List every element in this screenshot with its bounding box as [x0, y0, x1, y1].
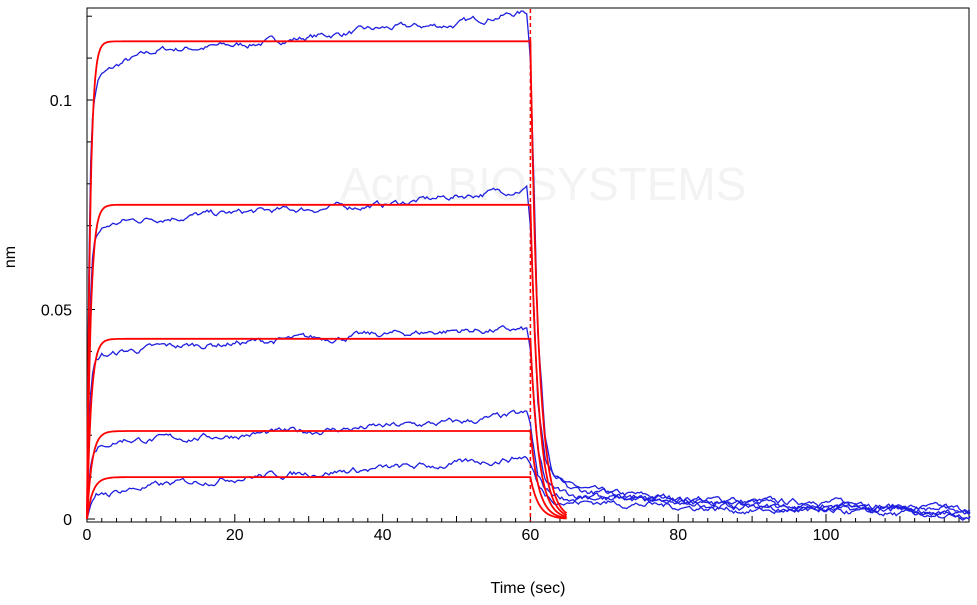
fit-series-line: [86, 203, 568, 520]
x-tick-label: 60: [522, 527, 540, 544]
x-tick-label: 0: [83, 527, 92, 544]
data-series-line: [86, 409, 971, 520]
y-tick-label: 0.05: [41, 303, 72, 320]
plot-area: [86, 7, 970, 523]
y-tick-label: 0.1: [50, 93, 72, 110]
y-axis-title: nm: [2, 246, 19, 268]
tick-labels: 0 20 40 60 80 100 0 0.05 0.1: [41, 93, 840, 544]
y-tick-label: 0: [63, 512, 72, 529]
x-axis-title: Time (sec): [491, 580, 566, 597]
axis-ticks: [86, 15, 960, 522]
data-series-line: [86, 455, 971, 520]
fit-series-group: [86, 40, 568, 520]
fit-series-line: [86, 430, 567, 520]
data-series-line: [86, 324, 971, 521]
fit-series-line: [86, 337, 567, 520]
fit-series-line: [86, 40, 568, 520]
data-series-group: [86, 10, 971, 521]
data-series-line: [86, 184, 971, 520]
watermark-text: Acro BIOSYSTEMS: [340, 158, 746, 210]
x-tick-label: 40: [374, 527, 392, 544]
x-tick-label: 100: [813, 527, 840, 544]
x-tick-label: 80: [669, 527, 687, 544]
x-tick-label: 20: [226, 527, 244, 544]
watermark: Acro BIOSYSTEMS: [340, 158, 746, 210]
data-series-line: [86, 10, 971, 520]
fit-series-line: [86, 476, 567, 520]
